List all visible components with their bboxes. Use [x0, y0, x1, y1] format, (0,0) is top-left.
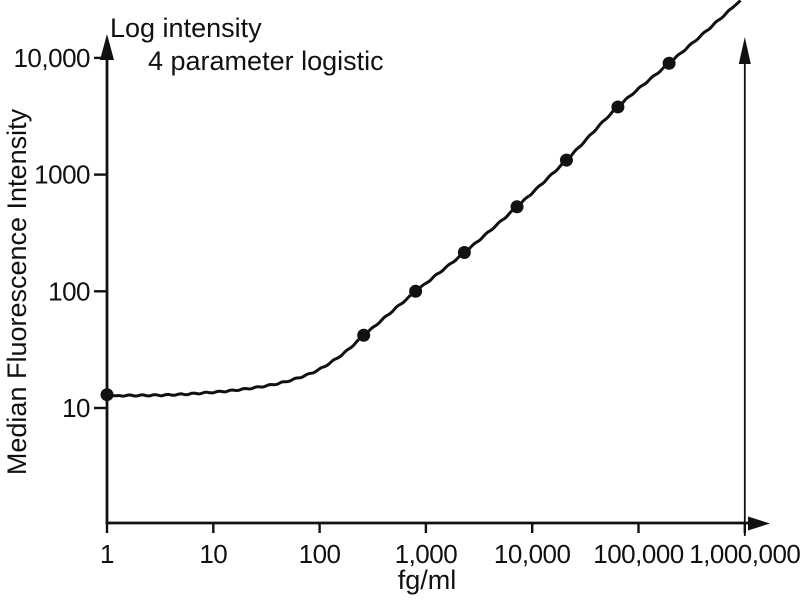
x-tick-label: 1,000,000 — [689, 539, 800, 569]
x-tick-label: 10 — [199, 539, 227, 569]
y-tick-label: 1000 — [34, 160, 90, 190]
data-point — [457, 246, 471, 260]
y-tick-label: 100 — [48, 276, 90, 306]
data-point — [662, 56, 676, 70]
y-tick-label: 10,000 — [13, 43, 90, 73]
x-axis-arrowhead — [748, 516, 770, 531]
x-tick-label: 100,000 — [593, 539, 684, 569]
data-point — [357, 328, 371, 342]
x-tick-label: 100 — [299, 539, 341, 569]
data-point — [510, 200, 524, 214]
annotation-log-intensity: Log intensity — [110, 13, 262, 43]
x-tick-label: 1,000 — [395, 539, 458, 569]
x-tick-label: 1 — [100, 539, 114, 569]
data-point — [100, 388, 114, 402]
x-axis-label: fg/ml — [397, 565, 457, 595]
y-axis-label: Median Fluorescence Intensity — [2, 108, 32, 476]
data-point — [409, 284, 423, 298]
annotation-fit-model: 4 parameter logistic — [148, 46, 384, 76]
fit-curve — [107, 0, 742, 398]
data-point — [559, 153, 573, 167]
data-point — [611, 100, 625, 114]
x-tick-label: 10,000 — [494, 539, 571, 569]
vertical-arrow-head — [738, 37, 751, 64]
y-axis-arrowhead — [100, 34, 114, 60]
y-tick-label: 10 — [62, 393, 90, 423]
